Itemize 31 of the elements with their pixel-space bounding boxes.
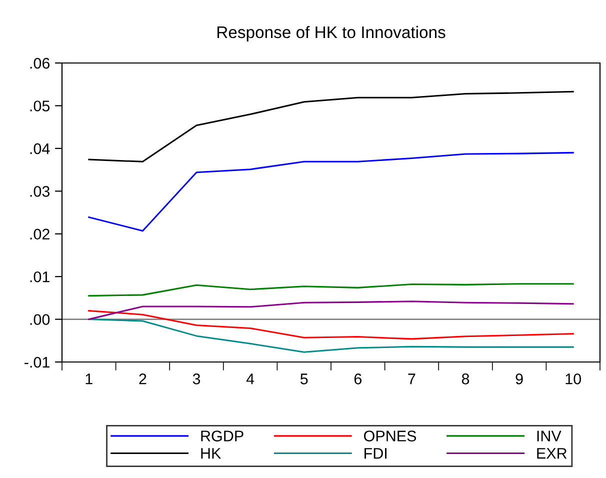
- y-tick-label: .00: [30, 314, 50, 325]
- x-tick-label: 6: [354, 374, 362, 384]
- line-series: [88, 310, 574, 340]
- legend-label: INV: [537, 430, 562, 442]
- x-tick-label: 3: [192, 374, 200, 384]
- x-tick-label: 5: [300, 374, 308, 384]
- line-series: [88, 318, 574, 353]
- y-tick-label: .03: [30, 186, 50, 197]
- legend-label: HK: [201, 448, 222, 459]
- y-tick-label: .04: [30, 143, 50, 154]
- x-tick-label: 4: [246, 374, 254, 384]
- x-tick-label: 2: [139, 374, 146, 384]
- y-tick-label: .01: [30, 271, 50, 282]
- line-series: [88, 152, 574, 232]
- legend-label: EXR: [537, 448, 567, 459]
- x-tick-label: 8: [462, 374, 470, 384]
- x-tick-label: 7: [408, 374, 416, 384]
- y-tick-label: -.01: [24, 356, 50, 368]
- x-tick-label: 10: [566, 374, 581, 384]
- legend-label: FDI: [364, 448, 386, 459]
- y-tick-label: .06: [30, 58, 50, 69]
- x-tick-label: 1: [86, 374, 92, 384]
- legend-label: OPNES: [364, 430, 416, 442]
- y-tick-label: .05: [30, 100, 50, 112]
- legend-label: RGDP: [201, 430, 244, 442]
- line-series: [88, 283, 574, 297]
- x-tick-label: 9: [516, 374, 523, 384]
- line-series: [88, 90, 574, 162]
- chart-title: Response of HK to Innovations: [217, 26, 446, 42]
- y-tick-label: .02: [30, 228, 50, 240]
- line-series: [88, 300, 574, 320]
